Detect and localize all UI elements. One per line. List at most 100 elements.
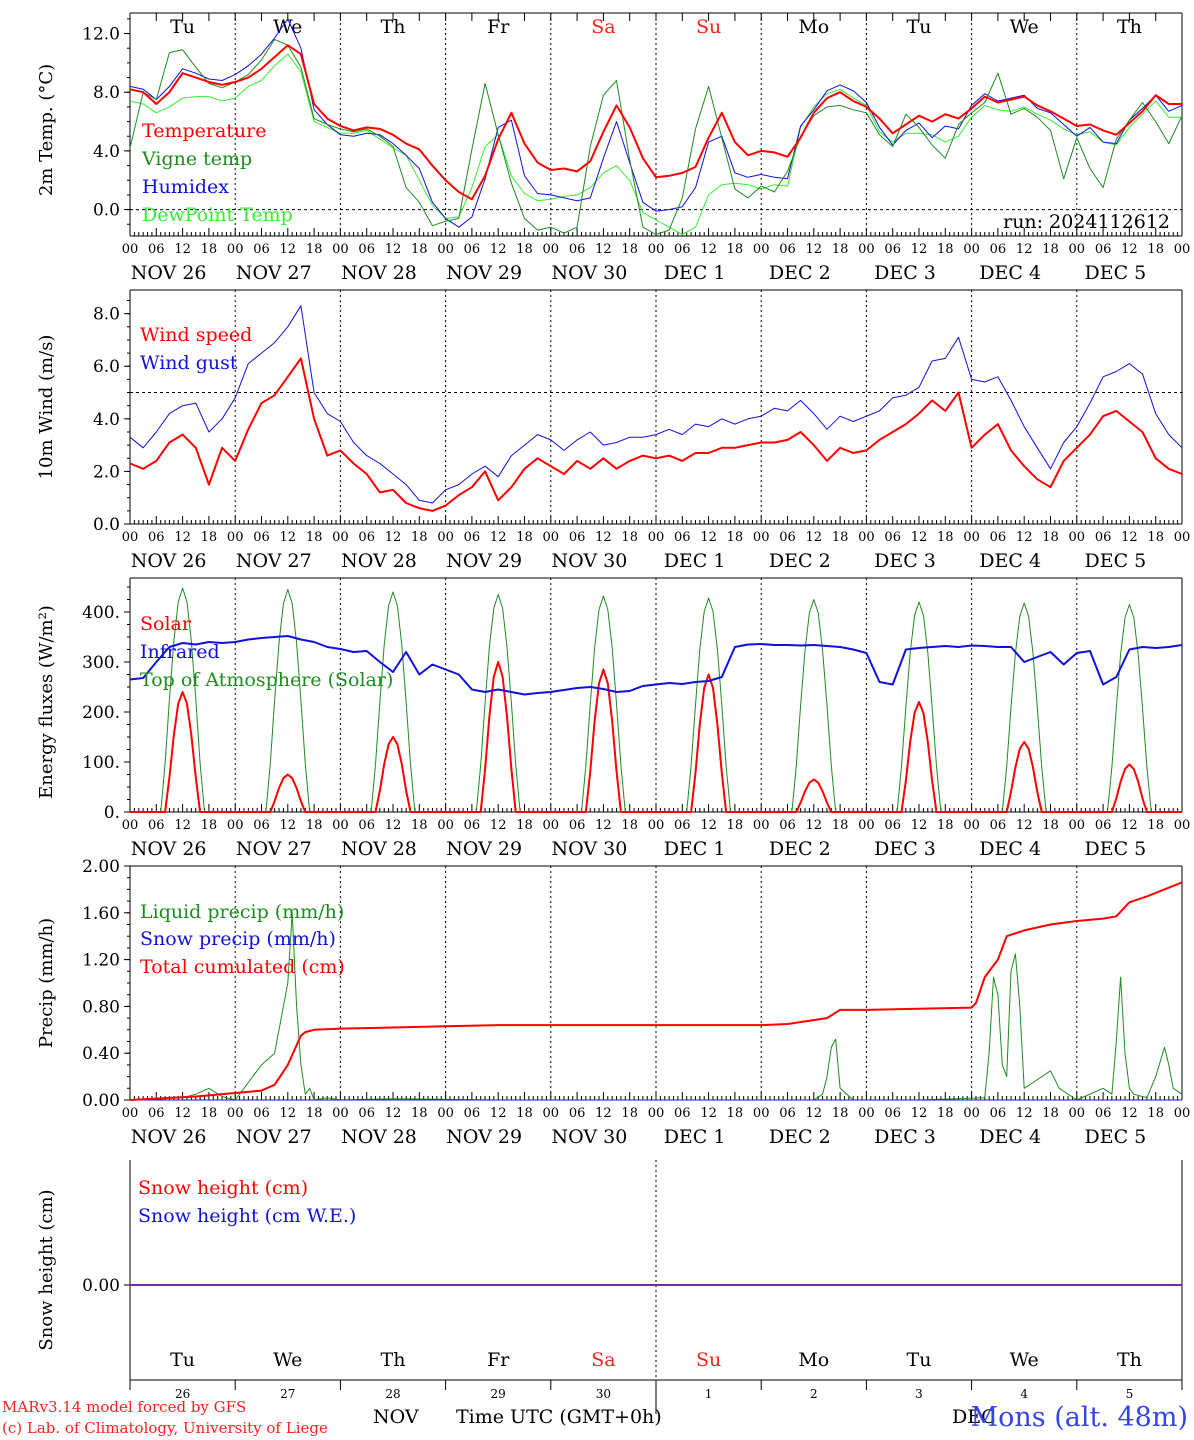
panel2-hour-label: 12 (490, 818, 507, 833)
panel0-date-label: NOV 30 (551, 262, 627, 284)
panel0-date-label: DEC 3 (874, 262, 936, 284)
snow-day-number: 27 (280, 1387, 295, 1401)
panel3-hour-label: 06 (464, 1106, 481, 1121)
panel0-hour-label: 12 (806, 242, 823, 257)
panel2-hour-label: 06 (358, 818, 375, 833)
panel2-hour-label: 00 (648, 818, 665, 833)
panel1-hour-label: 18 (411, 530, 428, 545)
panel1-legend-0: Wind speed (140, 324, 252, 346)
panel0-hour-label: 12 (911, 242, 928, 257)
panel2-hour-label: 06 (464, 818, 481, 833)
panel0-hour-label: 00 (648, 242, 665, 257)
panel0-date-label: DEC 5 (1085, 262, 1147, 284)
panel2-hour-label: 00 (1174, 818, 1191, 833)
panel2-hour-label: 06 (148, 818, 165, 833)
panel1-hour-label: 00 (963, 530, 980, 545)
weekday-label: We (1010, 16, 1039, 38)
panel0-y-tick-label: 12.0 (82, 25, 120, 45)
panel3-hour-label: 06 (990, 1106, 1007, 1121)
panel1-date-label: DEC 5 (1085, 550, 1147, 572)
panel0-hour-label: 06 (148, 242, 165, 257)
panel2-hour-label: 06 (1095, 818, 1112, 833)
panel3-series-total-cumulated-cm- (129, 881, 1183, 1101)
panel0-hour-label: 12 (174, 242, 191, 257)
panel0-hour-label: 00 (437, 242, 454, 257)
panel3-hour-label: 12 (595, 1106, 612, 1121)
panel0-hour-label: 00 (122, 242, 139, 257)
panel3-hour-label: 00 (1174, 1106, 1191, 1121)
panel0-hour-label: 00 (543, 242, 560, 257)
snow-day-number: 2 (810, 1387, 818, 1401)
snow-weekday-label: Su (696, 1349, 721, 1371)
panel0-hour-label: 06 (779, 242, 796, 257)
panel0-date-label: NOV 27 (236, 262, 312, 284)
panel2-date-label: NOV 28 (341, 838, 417, 860)
panel0-hour-label: 06 (884, 242, 901, 257)
panel2-y-tick-label: 400. (82, 603, 120, 623)
panel3-hour-label: 06 (884, 1106, 901, 1121)
panel2-hour-label: 12 (174, 818, 191, 833)
panel3-hour-label: 12 (174, 1106, 191, 1121)
panel3-hour-label: 18 (1147, 1106, 1164, 1121)
panel1-y-tick-label: 6.0 (93, 357, 120, 377)
panel2-hour-label: 18 (1042, 818, 1059, 833)
panel2-date-label: DEC 3 (874, 838, 936, 860)
panel1-date-label: NOV 30 (551, 550, 627, 572)
panel1-hour-label: 06 (464, 530, 481, 545)
panel2-hour-label: 12 (595, 818, 612, 833)
panel1-hour-label: 06 (1095, 530, 1112, 545)
panel0-hour-label: 12 (280, 242, 297, 257)
panel2-hour-label: 12 (385, 818, 402, 833)
panel2-hour-label: 12 (911, 818, 928, 833)
panel1-hour-label: 00 (332, 530, 349, 545)
panel1-date-label: NOV 26 (131, 550, 207, 572)
panel1-hour-label: 12 (700, 530, 717, 545)
panel2-hour-label: 18 (516, 818, 533, 833)
snow-day-number: 1 (705, 1387, 713, 1401)
panel0-hour-label: 18 (516, 242, 533, 257)
panel3-hour-label: 12 (490, 1106, 507, 1121)
panel3-hour-label: 12 (911, 1106, 928, 1121)
panel2-legend-1: Infrared (140, 641, 220, 663)
panel3-date-label: NOV 27 (236, 1126, 312, 1148)
panel2-hour-label: 06 (674, 818, 691, 833)
panel3-hour-label: 00 (332, 1106, 349, 1121)
panel3-hour-label: 18 (832, 1106, 849, 1121)
panel2-hour-label: 06 (779, 818, 796, 833)
panel0-hour-label: 18 (411, 242, 428, 257)
panel0-hour-label: 06 (569, 242, 586, 257)
panel1-hour-label: 18 (201, 530, 218, 545)
panel3-hour-label: 12 (280, 1106, 297, 1121)
panel1-y-label: 10m Wind (m/s) (36, 335, 57, 480)
panel1-legend-1: Wind gust (140, 352, 238, 374)
panel2-hour-label: 00 (1069, 818, 1086, 833)
panel1-series-wind-gust (129, 305, 1183, 504)
panel1-hour-label: 00 (437, 530, 454, 545)
panel1-hour-label: 00 (543, 530, 560, 545)
panel3-hour-label: 00 (963, 1106, 980, 1121)
panel0-series-temperature (129, 44, 1182, 201)
panel1-date-label: NOV 27 (236, 550, 312, 572)
panel3-hour-label: 18 (306, 1106, 323, 1121)
panel0-legend-0: Temperature (142, 120, 266, 142)
panel0-date-label: DEC 1 (664, 262, 726, 284)
panel1-date-label: DEC 4 (979, 550, 1041, 572)
panel1-hour-label: 12 (280, 530, 297, 545)
panel1-hour-label: 00 (858, 530, 875, 545)
panel3-y-tick-label: 1.20 (82, 951, 120, 971)
panel2-date-label: DEC 4 (979, 838, 1041, 860)
panel3-date-label: NOV 30 (551, 1126, 627, 1148)
panel0-hour-label: 00 (1174, 242, 1191, 257)
weekday-label: Tu (170, 16, 195, 38)
panel2-hour-label: 06 (569, 818, 586, 833)
panel3-hour-label: 06 (674, 1106, 691, 1121)
panel0-hour-label: 06 (358, 242, 375, 257)
panel2-hour-label: 12 (1016, 818, 1033, 833)
panel0-hour-label: 12 (385, 242, 402, 257)
panel0-hour-label: 12 (490, 242, 507, 257)
panel1-hour-label: 06 (779, 530, 796, 545)
panel2-hour-label: 00 (122, 818, 139, 833)
panel2-date-label: NOV 26 (131, 838, 207, 860)
panel3-hour-label: 00 (648, 1106, 665, 1121)
